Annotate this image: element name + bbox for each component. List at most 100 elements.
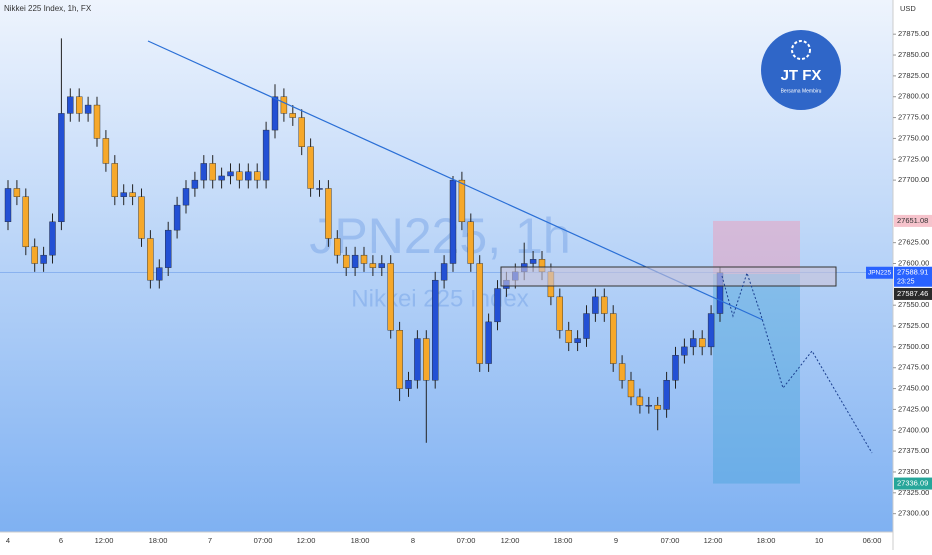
candle-body bbox=[58, 113, 65, 223]
logo-icon bbox=[791, 40, 811, 60]
y-tick-label: 27475.00 bbox=[898, 363, 929, 372]
x-tick-label: 07:00 bbox=[254, 536, 273, 545]
candle-body bbox=[334, 238, 341, 256]
candle-body bbox=[627, 380, 635, 398]
candle-body bbox=[369, 263, 377, 268]
x-tick-label: 18:00 bbox=[757, 536, 776, 545]
x-tick-label: 9 bbox=[614, 536, 618, 545]
candle-body bbox=[618, 363, 626, 381]
y-tick-label: 27375.00 bbox=[898, 446, 929, 455]
y-tick-label: 27325.00 bbox=[898, 488, 929, 497]
x-tick-label: 12:00 bbox=[501, 536, 520, 545]
candle-body bbox=[529, 259, 537, 264]
candle-body bbox=[111, 163, 119, 197]
candle-body bbox=[423, 338, 430, 381]
candle-body bbox=[663, 380, 670, 410]
x-tick-label: 12:00 bbox=[704, 536, 723, 545]
drawings bbox=[0, 220, 893, 484]
candle-body bbox=[414, 338, 421, 381]
candle-body bbox=[253, 171, 261, 181]
candle-body bbox=[387, 263, 394, 331]
y-tick-label: 27450.00 bbox=[898, 384, 929, 393]
candle-body bbox=[610, 313, 617, 364]
symbol-label: JPN225 bbox=[868, 269, 892, 276]
x-tick-label: 8 bbox=[411, 536, 415, 545]
candle-body bbox=[699, 338, 706, 348]
x-tick-label: 06:00 bbox=[863, 536, 882, 545]
candle-body bbox=[432, 279, 439, 381]
watermark: JPN225, 1h bbox=[309, 208, 570, 264]
axis-unit: USD bbox=[900, 4, 916, 13]
candle-body bbox=[236, 171, 243, 181]
candle-body bbox=[672, 355, 679, 381]
stop-price-label-box bbox=[894, 214, 932, 227]
candle-body bbox=[494, 288, 501, 323]
y-tick-label: 27350.00 bbox=[898, 467, 929, 476]
y-tick-label: 27725.00 bbox=[898, 154, 929, 163]
y-tick-label: 27700.00 bbox=[898, 175, 929, 184]
candle-body bbox=[147, 238, 154, 281]
x-tick-label: 10 bbox=[815, 536, 823, 545]
x-tick-label: 07:00 bbox=[661, 536, 680, 545]
target-zone bbox=[713, 273, 800, 484]
y-tick-label: 27300.00 bbox=[898, 509, 929, 518]
candle-body bbox=[681, 346, 688, 356]
y-tick-label: 27625.00 bbox=[898, 238, 929, 247]
candle-body bbox=[485, 321, 492, 364]
candle-body bbox=[31, 246, 38, 264]
candle-body bbox=[67, 96, 74, 114]
candle-body bbox=[378, 263, 385, 268]
stop-zone bbox=[713, 220, 800, 274]
axis-labels: 27875.00 27850.00 27825.00 27800.00 27775.00… bbox=[6, 29, 932, 545]
candle-body bbox=[120, 192, 127, 197]
candle-body bbox=[592, 296, 599, 314]
y-tick-label: 27500.00 bbox=[898, 342, 929, 351]
y-tick-label: 27825.00 bbox=[898, 71, 929, 80]
candle-body bbox=[40, 254, 47, 264]
candle-body bbox=[351, 254, 359, 268]
y-tick-label: 27800.00 bbox=[898, 92, 929, 101]
logo-subtitle: Bersama Membiru bbox=[781, 88, 822, 94]
logo: JT FX Bersama Membiru bbox=[761, 30, 841, 110]
candle-body bbox=[271, 96, 279, 131]
time-axis bbox=[0, 532, 893, 550]
candle-body bbox=[173, 204, 181, 231]
candle-body bbox=[245, 171, 252, 181]
logo-title: JT FX bbox=[781, 67, 822, 84]
entry-price-label-box bbox=[894, 287, 932, 300]
candle-body bbox=[583, 313, 590, 339]
candle-body bbox=[298, 117, 305, 147]
candle-body bbox=[360, 254, 368, 264]
candle-body bbox=[4, 188, 12, 223]
candle-body bbox=[49, 221, 56, 256]
candle-body bbox=[565, 330, 572, 343]
logo-circle bbox=[761, 30, 841, 110]
x-tick-label: 12:00 bbox=[297, 536, 316, 545]
candle-body bbox=[13, 188, 21, 197]
candle-body bbox=[458, 179, 466, 223]
y-tick-label: 27400.00 bbox=[898, 425, 929, 434]
x-tick-label: 18:00 bbox=[554, 536, 573, 545]
candle-body bbox=[191, 179, 199, 189]
last-price-box bbox=[894, 266, 932, 287]
candle-body bbox=[138, 196, 145, 239]
x-tick-label: 12:00 bbox=[95, 536, 114, 545]
candle-body bbox=[93, 104, 101, 139]
candle-body bbox=[396, 330, 403, 389]
candle-body bbox=[601, 296, 608, 314]
candle-body bbox=[707, 313, 715, 348]
candle-body bbox=[636, 396, 644, 406]
candle-body bbox=[467, 221, 474, 264]
candle-body bbox=[476, 263, 483, 364]
x-tick-label: 7 bbox=[208, 536, 212, 545]
y-tick-label: 27425.00 bbox=[898, 404, 929, 413]
candle-body bbox=[405, 380, 412, 389]
candle-body bbox=[343, 254, 350, 268]
candle-body bbox=[129, 192, 136, 197]
candle-body bbox=[289, 113, 296, 118]
y-tick-label: 27525.00 bbox=[898, 321, 929, 330]
y-tick-label: 27875.00 bbox=[898, 29, 929, 38]
candle-body bbox=[654, 405, 661, 410]
candle-body bbox=[182, 188, 190, 206]
candle-body bbox=[84, 104, 92, 114]
